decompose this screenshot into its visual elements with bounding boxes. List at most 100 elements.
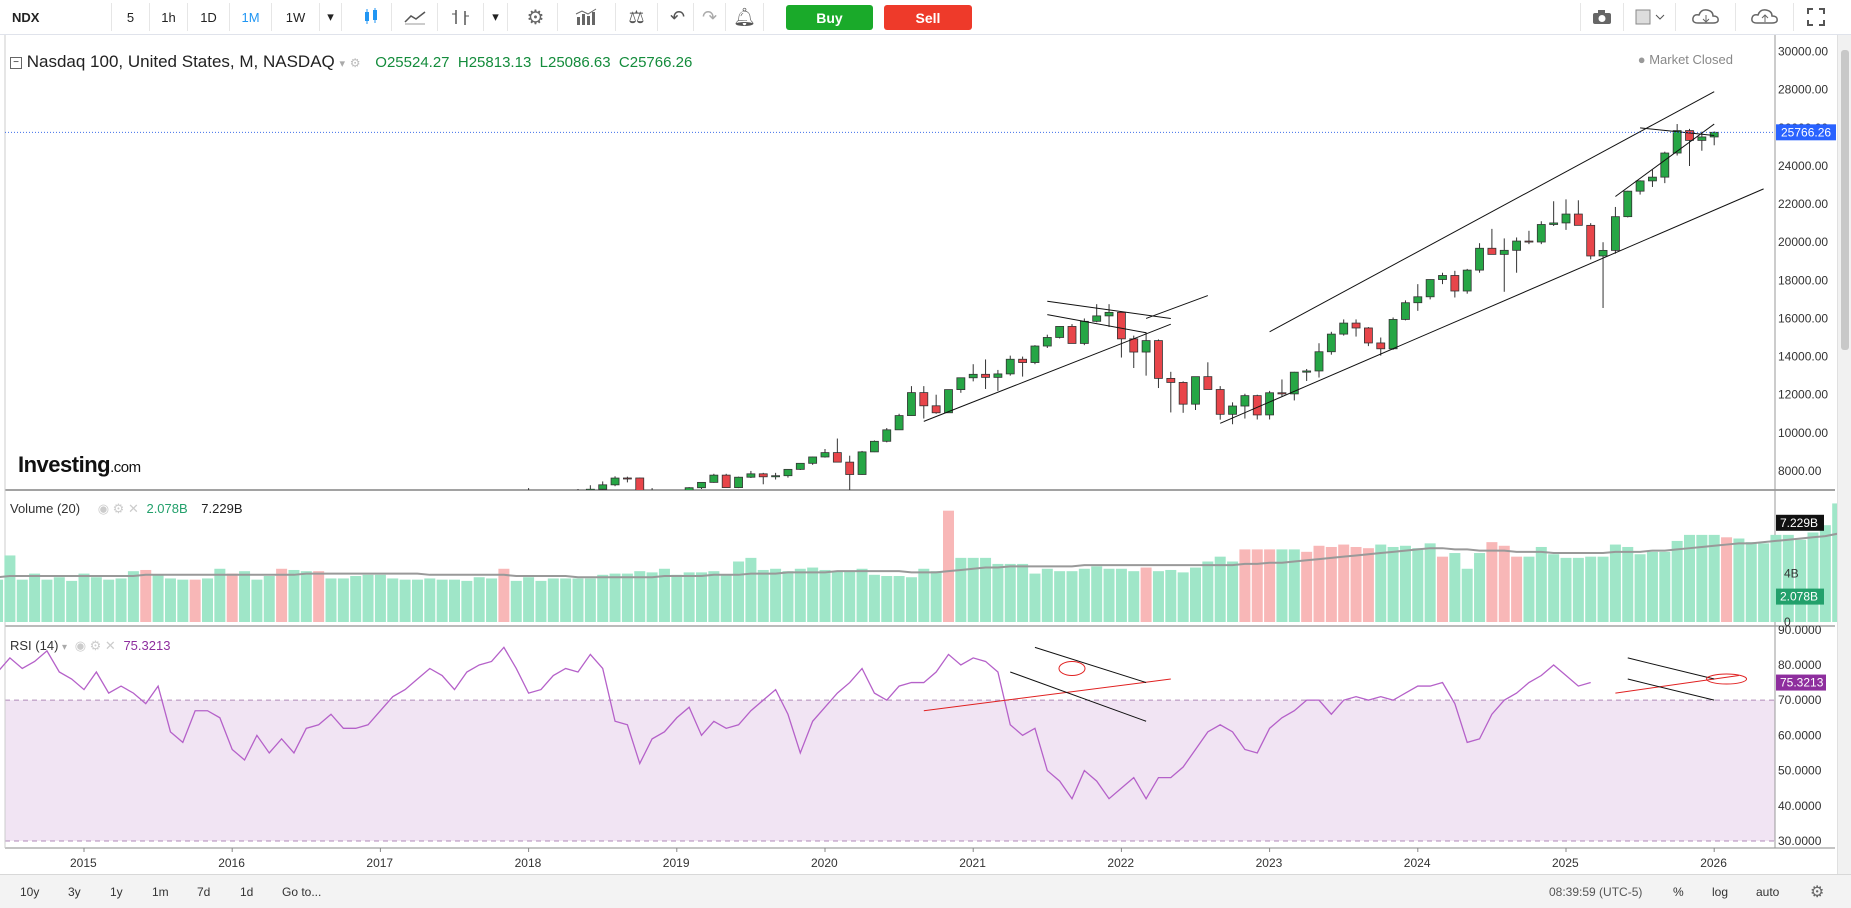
candle-body	[1191, 376, 1200, 405]
volume-bar	[1770, 534, 1782, 622]
color-swatch-icon	[1635, 9, 1664, 25]
interval-1m-button[interactable]: 1M	[230, 3, 272, 31]
candle-body	[1623, 190, 1633, 218]
volume-bar	[53, 577, 65, 622]
interval-1w-button[interactable]: 1W	[272, 3, 320, 31]
collapse-icon[interactable]: −	[10, 57, 22, 69]
volume-bars-group	[0, 503, 1837, 622]
goto-button[interactable]: Go to...	[282, 885, 322, 899]
interval-dropdown-button[interactable]: ▾	[320, 3, 342, 31]
line-chart-icon	[403, 11, 425, 25]
range-1y-button[interactable]: 1y	[110, 885, 123, 899]
alert-button[interactable]: 🔔︎	[726, 3, 764, 31]
volume-bar	[1165, 569, 1177, 622]
interval-5-button[interactable]: 5	[112, 3, 150, 31]
cloud-save-button[interactable]	[1736, 3, 1794, 31]
chart-canvas[interactable]: 8000.00 10000.00 12000.00 14000.00 16000.00 1…	[0, 35, 1837, 874]
style-dropdown-button[interactable]: ▾	[484, 3, 508, 31]
undo-button[interactable]: ↶	[662, 3, 694, 31]
candle-body	[697, 481, 706, 489]
rsi-settings-icon[interactable]: ◉ ⚙ ✕	[74, 638, 116, 653]
compare-button[interactable]: ⚖	[616, 3, 658, 31]
volume-bar	[1399, 545, 1411, 622]
buy-button[interactable]: Buy	[786, 5, 873, 30]
interval-1h-button[interactable]: 1h	[150, 3, 188, 31]
high-label: H	[457, 54, 469, 71]
volume-settings-icon[interactable]: ◉ ⚙ ✕	[97, 501, 139, 516]
settings-button[interactable]: ⚙	[514, 3, 558, 31]
candle-body	[907, 392, 916, 416]
candle-body	[1326, 333, 1336, 353]
candle-body	[635, 477, 645, 490]
candle-body	[1178, 382, 1188, 405]
volume-bar	[1350, 546, 1362, 622]
rsi-annotation-circle	[1058, 660, 1086, 676]
candle-body	[1709, 131, 1719, 138]
candle-body	[1499, 249, 1509, 255]
price-tick-label: 14000.00	[1778, 350, 1828, 364]
volume-bar	[1696, 534, 1708, 622]
sell-button[interactable]: Sell	[884, 5, 972, 30]
candle-body	[1425, 279, 1435, 298]
legend-dropdown-icon[interactable]: ▾	[339, 58, 346, 70]
volume-bar	[387, 578, 399, 622]
percent-toggle[interactable]: %	[1673, 885, 1684, 899]
candle-body	[1413, 296, 1423, 304]
redo-button[interactable]: ↷	[694, 3, 726, 31]
range-10y-button[interactable]: 10y	[20, 885, 40, 899]
volume-bar	[1437, 556, 1448, 622]
candles-style-button[interactable]	[350, 3, 392, 31]
candle-body	[845, 461, 855, 475]
symbol-field[interactable]: NDX	[0, 3, 112, 31]
volume-bar	[1190, 567, 1201, 622]
fullscreen-button[interactable]	[1794, 3, 1838, 31]
volume-bar	[29, 573, 41, 622]
range-7d-button[interactable]: 7d	[197, 885, 211, 899]
volume-bar	[16, 579, 28, 622]
log-toggle[interactable]: log	[1712, 885, 1729, 899]
rsi-dropdown-icon[interactable]: ▾	[62, 642, 68, 653]
volume-bar	[1609, 544, 1621, 622]
candle-body	[981, 373, 990, 378]
color-picker-button[interactable]	[1624, 3, 1676, 31]
volume-bar	[523, 577, 535, 622]
x-tick-label: 2020	[811, 856, 838, 870]
candle-body	[1042, 337, 1052, 347]
indicators-button[interactable]	[558, 3, 616, 31]
bars-style-button[interactable]	[438, 3, 484, 31]
symbol-label: NDX	[12, 9, 40, 25]
interval-1d-button[interactable]: 1D	[188, 3, 230, 31]
candle-body	[1450, 275, 1460, 292]
gear-icon[interactable]: ⚙	[1810, 884, 1825, 901]
snapshot-button[interactable]	[1580, 3, 1624, 31]
volume-bar	[78, 573, 90, 622]
cloud-download-icon	[1691, 9, 1719, 24]
line-style-button[interactable]	[392, 3, 438, 31]
range-1m-button[interactable]: 1m	[152, 885, 169, 899]
range-3y-button[interactable]: 3y	[68, 885, 81, 899]
volume-ma-line	[0, 532, 1837, 579]
volume-bar	[893, 576, 905, 622]
camera-icon	[1593, 10, 1611, 24]
rsi-last-tag	[1776, 674, 1826, 691]
candle-body	[1154, 340, 1163, 379]
x-tick-label: 2023	[1256, 856, 1283, 870]
volume-bar	[103, 579, 115, 622]
auto-toggle[interactable]: auto	[1756, 885, 1780, 899]
candle-body	[1685, 130, 1694, 141]
range-1d-button[interactable]: 1d	[240, 885, 254, 899]
candle-body	[771, 475, 780, 478]
scrollbar-thumb[interactable]	[1841, 50, 1849, 350]
volume-bar	[1387, 546, 1399, 622]
volume-bar	[807, 567, 819, 622]
volume-bar	[1004, 563, 1016, 622]
cloud-load-button[interactable]	[1676, 3, 1736, 31]
volume-bar	[671, 574, 683, 622]
vertical-scrollbar[interactable]	[1837, 35, 1851, 874]
candle-body	[721, 474, 731, 488]
low-label: L	[539, 54, 548, 71]
rsi-annotation-circle	[1706, 673, 1748, 685]
volume-bar	[992, 563, 1004, 622]
volume-bar	[424, 578, 436, 622]
legend-settings-icon[interactable]: ⚙	[349, 56, 361, 70]
